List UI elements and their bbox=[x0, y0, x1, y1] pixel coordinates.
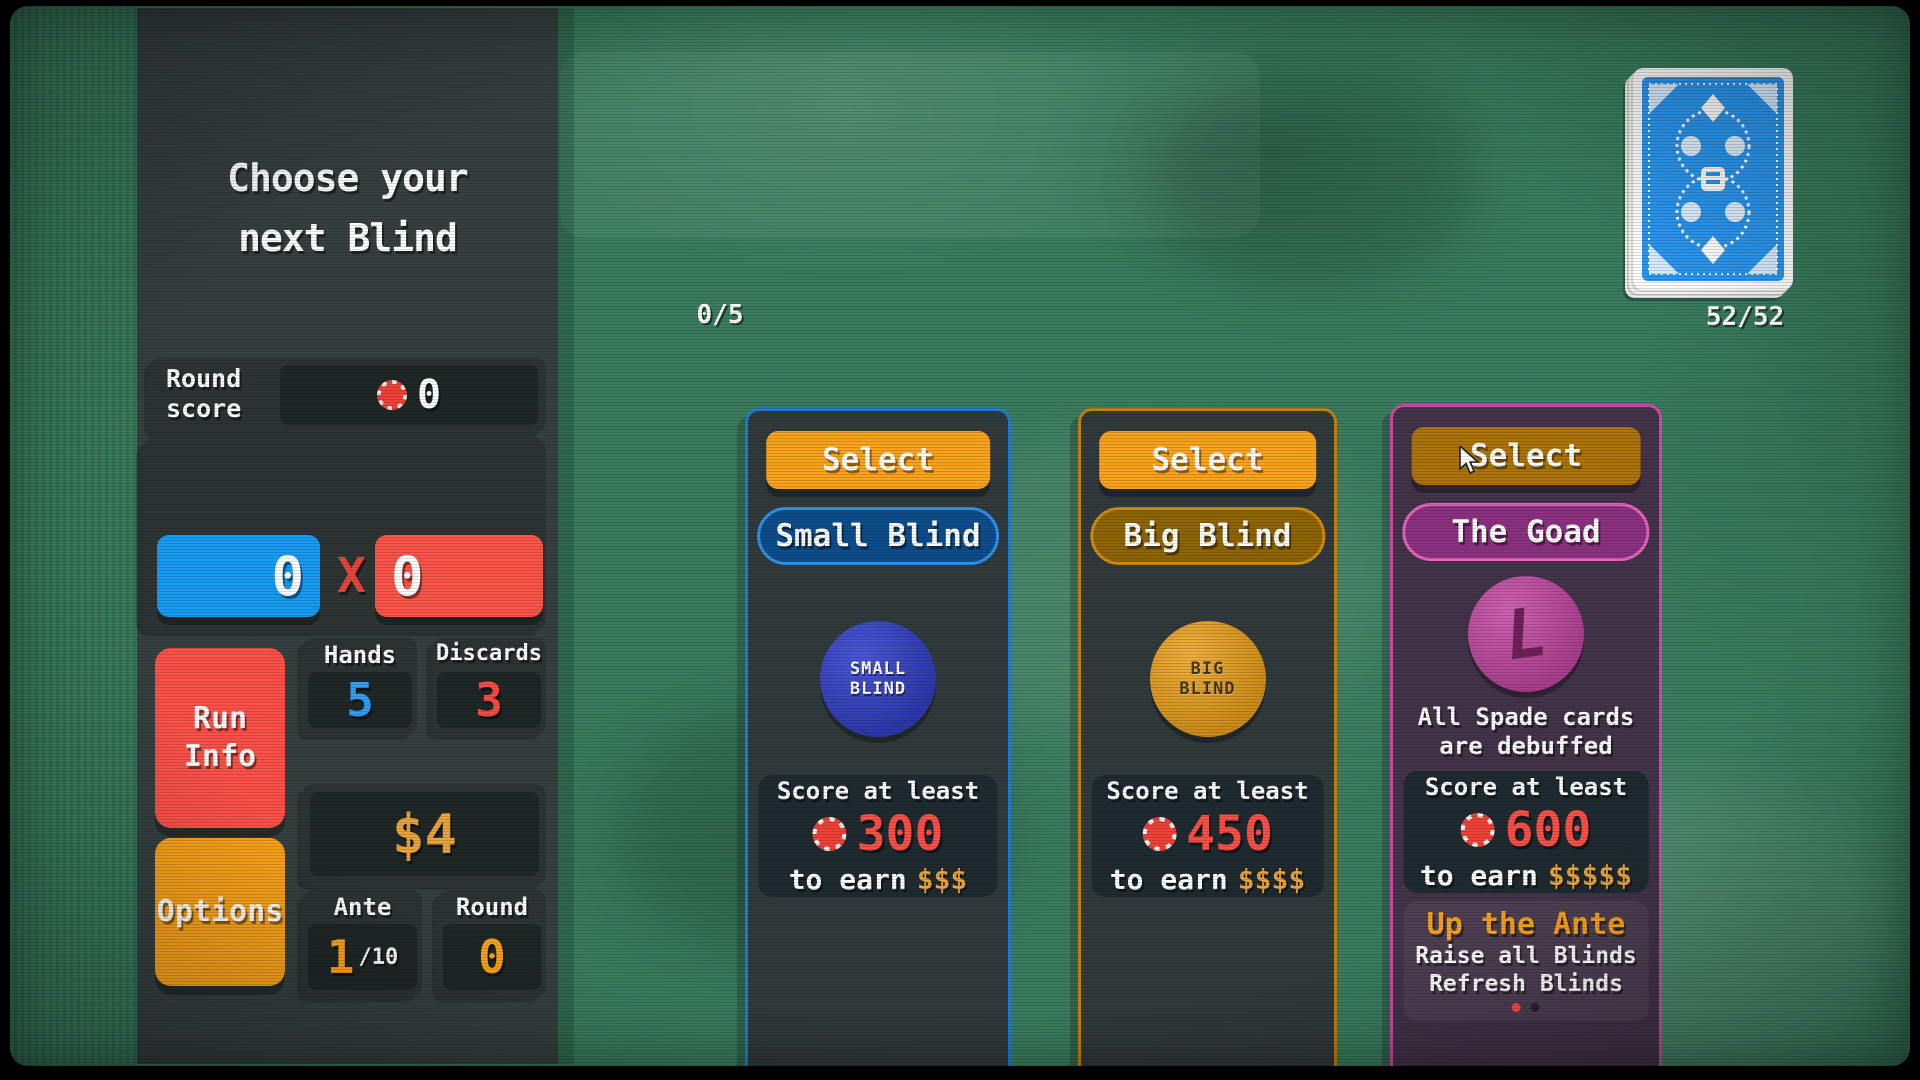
boss-blind-name-tag: The Goad bbox=[1402, 503, 1650, 561]
ante-value-box: 1 /10 bbox=[308, 924, 417, 990]
felt-stripe-texture bbox=[0, 0, 140, 1080]
ante-panel: Ante 1 /10 bbox=[303, 890, 422, 996]
run-info-button[interactable]: Run Info bbox=[155, 648, 285, 828]
round-score-label: Round score bbox=[166, 364, 242, 423]
hands-value-box: 5 bbox=[308, 672, 412, 728]
small-blind-panel: Select Small Blind SMALL BLIND Score at … bbox=[745, 408, 1011, 1080]
mult-value: 0 bbox=[391, 544, 424, 608]
money-value-box: $4 bbox=[310, 792, 539, 876]
page-title-line2: next Blind bbox=[238, 216, 458, 260]
round-value: 0 bbox=[478, 930, 506, 984]
big-blind-name-tag: Big Blind bbox=[1089, 507, 1326, 565]
felt-swirl bbox=[1150, 70, 1480, 290]
multiply-icon: X bbox=[337, 548, 366, 604]
boss-blind-chip-icon: L bbox=[1468, 576, 1584, 692]
page-title: Choose your next Blind bbox=[137, 148, 558, 268]
money-panel: $4 bbox=[303, 784, 546, 884]
boss-blind-score-box: Score at least 600 to earn $$$$$ bbox=[1403, 771, 1649, 893]
ante-max: /10 bbox=[358, 944, 399, 970]
round-score-value-box: 0 bbox=[280, 365, 538, 425]
big-blind-chip-icon: BIG BLIND bbox=[1149, 621, 1266, 737]
chips-box: 0 bbox=[157, 535, 320, 617]
small-blind-score-box: Score at least 300 to earn $$$ bbox=[758, 775, 998, 897]
big-blind-score: 450 bbox=[1186, 805, 1273, 862]
hands-panel: Hands 5 bbox=[303, 638, 417, 734]
boss-blind-panel: Select The Goad L All Spade cards are de… bbox=[1390, 404, 1662, 1080]
boss-blind-score: 600 bbox=[1504, 801, 1592, 858]
select-boss-blind-button[interactable]: Select bbox=[1411, 427, 1641, 485]
indicator-dot-red bbox=[1512, 1003, 1521, 1012]
boss-blind-reward: $$$$$ bbox=[1547, 858, 1633, 892]
deck-card-back[interactable] bbox=[1633, 68, 1793, 290]
round-score-value: 0 bbox=[416, 372, 442, 418]
small-blind-reward: $$$ bbox=[916, 862, 968, 896]
ante-value: 1 bbox=[326, 930, 355, 984]
round-score-panel: Round score 0 bbox=[150, 358, 546, 432]
round-panel: Round 0 bbox=[438, 890, 546, 996]
poker-chip-icon bbox=[812, 816, 847, 851]
indicator-dot-dark bbox=[1531, 1003, 1540, 1012]
discards-value-box: 3 bbox=[437, 672, 541, 728]
big-blind-reward: $$$$ bbox=[1237, 862, 1306, 896]
hands-value: 5 bbox=[346, 673, 374, 727]
ante-up-tag-title: Up the Ante bbox=[1426, 907, 1626, 942]
hands-played-counter: 0/5 bbox=[696, 300, 744, 330]
discards-value: 3 bbox=[475, 673, 503, 727]
page-title-line1: Choose your bbox=[227, 156, 469, 200]
deck-counter: 52/52 bbox=[1705, 302, 1785, 332]
chips-value: 0 bbox=[271, 544, 304, 608]
felt-light-patch bbox=[560, 52, 1260, 238]
mult-box: 0 bbox=[375, 535, 543, 617]
money-value: $4 bbox=[391, 802, 458, 866]
hands-label: Hands bbox=[323, 641, 397, 669]
ante-label: Ante bbox=[333, 893, 392, 921]
round-label: Round bbox=[455, 893, 529, 921]
small-blind-name-tag: Small Blind bbox=[757, 507, 999, 565]
small-blind-score: 300 bbox=[856, 805, 944, 862]
big-blind-score-box: Score at least 450 to earn $$$$ bbox=[1091, 775, 1324, 897]
poker-chip-icon bbox=[1460, 812, 1495, 847]
poker-chip-icon bbox=[1142, 816, 1177, 851]
tag-indicator-dots bbox=[1512, 1003, 1540, 1012]
left-sidebar: Choose your next Blind Round score 0 0 X… bbox=[137, 8, 558, 1064]
ante-up-tag-box: Up the Ante Raise all Blinds Refresh Bli… bbox=[1403, 901, 1649, 1021]
big-blind-panel: Select Big Blind BIG BLIND Score at leas… bbox=[1078, 408, 1337, 1080]
select-big-blind-button[interactable]: Select bbox=[1098, 431, 1317, 489]
discards-panel: Discards 3 bbox=[432, 638, 546, 734]
round-value-box: 0 bbox=[443, 924, 541, 990]
poker-chip-icon bbox=[376, 380, 407, 410]
discards-label: Discards bbox=[436, 641, 542, 666]
options-button[interactable]: Options bbox=[155, 838, 285, 986]
select-small-blind-button[interactable]: Select bbox=[766, 431, 990, 489]
small-blind-chip-icon: SMALL BLIND bbox=[820, 621, 936, 737]
hand-score-panel: 0 X 0 bbox=[142, 438, 546, 630]
boss-blind-effect-text: All Spade cards are debuffed bbox=[1417, 703, 1635, 760]
